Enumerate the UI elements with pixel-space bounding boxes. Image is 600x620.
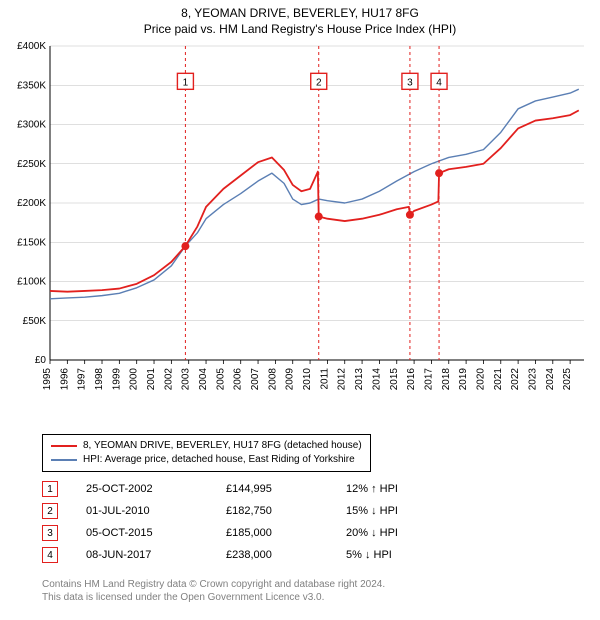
legend-swatch <box>51 459 77 461</box>
svg-text:2006: 2006 <box>233 368 244 391</box>
svg-text:2011: 2011 <box>319 368 330 390</box>
sale-delta: 15% ↓ HPI <box>346 505 466 517</box>
svg-text:2018: 2018 <box>441 368 452 391</box>
sale-badge: 1 <box>42 481 58 497</box>
svg-text:1999: 1999 <box>111 368 122 391</box>
svg-text:2019: 2019 <box>458 368 469 391</box>
svg-text:2020: 2020 <box>475 368 486 391</box>
sale-price: £238,000 <box>226 549 346 561</box>
svg-text:2010: 2010 <box>302 368 313 391</box>
svg-text:2000: 2000 <box>129 368 140 391</box>
title-subtitle: Price paid vs. HM Land Registry's House … <box>0 22 600 38</box>
svg-text:2001: 2001 <box>146 368 157 391</box>
svg-text:2004: 2004 <box>198 368 209 391</box>
sales-row: 1 25-OCT-2002£144,99512% ↑ HPI <box>42 478 466 500</box>
svg-text:2021: 2021 <box>493 368 504 391</box>
svg-text:2003: 2003 <box>181 368 192 391</box>
footnote-line2: This data is licensed under the Open Gov… <box>42 591 385 604</box>
svg-text:2023: 2023 <box>527 368 538 391</box>
svg-text:2009: 2009 <box>285 368 296 391</box>
sale-delta: 12% ↑ HPI <box>346 483 466 495</box>
svg-text:2016: 2016 <box>406 368 417 391</box>
sale-delta: 20% ↓ HPI <box>346 527 466 539</box>
sales-row: 2 01-JUL-2010£182,75015% ↓ HPI <box>42 500 466 522</box>
legend-row: 8, YEOMAN DRIVE, BEVERLEY, HU17 8FG (det… <box>51 439 362 453</box>
svg-text:2022: 2022 <box>510 368 521 391</box>
sale-badge: 4 <box>42 547 58 563</box>
svg-text:£50K: £50K <box>23 316 47 327</box>
svg-text:4: 4 <box>436 77 442 88</box>
svg-text:1: 1 <box>183 77 189 88</box>
legend-label: 8, YEOMAN DRIVE, BEVERLEY, HU17 8FG (det… <box>83 439 362 453</box>
svg-text:£250K: £250K <box>17 159 46 170</box>
svg-text:1997: 1997 <box>77 368 88 391</box>
sales-table: 1 25-OCT-2002£144,99512% ↑ HPI 2 01-JUL-201… <box>42 478 466 566</box>
svg-text:£0: £0 <box>35 355 47 366</box>
svg-text:1996: 1996 <box>59 368 70 391</box>
svg-text:2025: 2025 <box>562 368 573 391</box>
sales-row: 4 08-JUN-2017£238,0005% ↓ HPI <box>42 544 466 566</box>
svg-text:2008: 2008 <box>267 368 278 391</box>
svg-text:2012: 2012 <box>337 368 348 391</box>
sale-delta: 5% ↓ HPI <box>346 549 466 561</box>
sale-price: £182,750 <box>226 505 346 517</box>
sale-badge: 3 <box>42 525 58 541</box>
sale-date: 05-OCT-2015 <box>86 527 226 539</box>
sale-badge: 2 <box>42 503 58 519</box>
svg-text:3: 3 <box>407 77 413 88</box>
svg-text:£100K: £100K <box>17 277 46 288</box>
svg-text:£350K: £350K <box>17 80 46 91</box>
sale-date: 08-JUN-2017 <box>86 549 226 561</box>
legend-row: HPI: Average price, detached house, East… <box>51 453 362 467</box>
svg-text:1998: 1998 <box>94 368 105 391</box>
svg-text:£150K: £150K <box>17 237 46 248</box>
svg-text:2014: 2014 <box>371 368 382 391</box>
svg-text:£400K: £400K <box>17 42 46 52</box>
svg-text:2007: 2007 <box>250 368 261 391</box>
legend-swatch <box>51 445 77 447</box>
sale-date: 01-JUL-2010 <box>86 505 226 517</box>
svg-text:2024: 2024 <box>545 368 556 391</box>
svg-text:2017: 2017 <box>423 368 434 391</box>
svg-text:2005: 2005 <box>215 368 226 391</box>
svg-text:2: 2 <box>316 77 322 88</box>
price-chart: £0 £50K £100K £150K £200K £250K £300K £350K £400… <box>10 42 590 422</box>
legend-label: HPI: Average price, detached house, East… <box>83 453 355 467</box>
svg-text:2002: 2002 <box>163 368 174 391</box>
sale-date: 25-OCT-2002 <box>86 483 226 495</box>
sale-price: £185,000 <box>226 527 346 539</box>
svg-text:£300K: £300K <box>17 120 46 131</box>
chart-titles: 8, YEOMAN DRIVE, BEVERLEY, HU17 8FG Pric… <box>0 0 600 37</box>
sales-row: 3 05-OCT-2015£185,00020% ↓ HPI <box>42 522 466 544</box>
footnote-line1: Contains HM Land Registry data © Crown c… <box>42 578 385 591</box>
sale-price: £144,995 <box>226 483 346 495</box>
chart-legend: 8, YEOMAN DRIVE, BEVERLEY, HU17 8FG (det… <box>42 434 371 472</box>
svg-text:2015: 2015 <box>389 368 400 391</box>
svg-text:2013: 2013 <box>354 368 365 391</box>
svg-text:£200K: £200K <box>17 198 46 209</box>
data-source-footnote: Contains HM Land Registry data © Crown c… <box>42 578 385 604</box>
title-address: 8, YEOMAN DRIVE, BEVERLEY, HU17 8FG <box>0 6 600 22</box>
svg-text:1995: 1995 <box>42 368 53 391</box>
